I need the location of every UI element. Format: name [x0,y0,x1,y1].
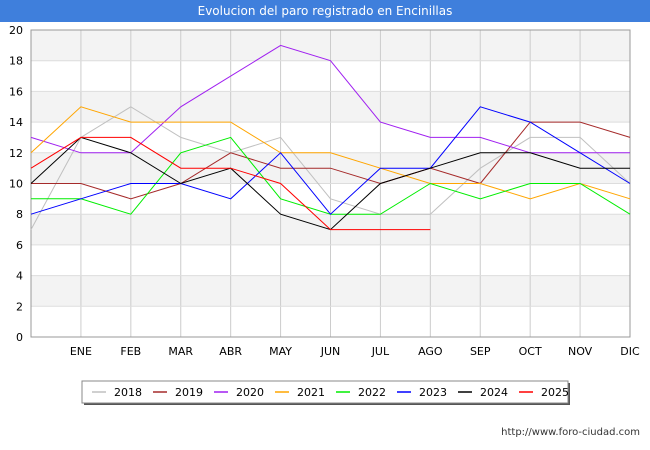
y-tick-label: 12 [9,147,23,160]
x-tick-label: AGO [418,345,443,358]
y-tick-label: 18 [9,55,23,68]
x-tick-label: SEP [470,345,491,358]
y-tick-label: 16 [9,85,23,98]
x-tick-label: MAY [269,345,292,358]
x-tick-label: ABR [219,345,242,358]
y-tick-label: 4 [16,270,23,283]
x-tick-label: JUL [371,345,390,358]
legend-box [81,380,569,404]
series-line-2018 [30,106,631,230]
source-url: http://www.foro-ciudad.com [501,427,640,438]
y-axis-tick-labels: 0 2 4 6 8 10 12 14 16 18 20 [9,24,23,344]
legend-label: 2020 [236,386,264,399]
x-tick-label: MAR [168,345,193,358]
series-line-2025 [30,136,431,231]
chart-title: Evolucion del paro registrado en Encinil… [0,0,650,22]
series-line-2023 [30,106,631,215]
y-tick-label: 2 [16,300,23,313]
x-tick-label: FEB [120,345,141,358]
series-lines [30,44,631,231]
y-tick-label: 8 [16,208,23,221]
x-tick-label: DIC [620,345,640,358]
legend-label: 2025 [541,386,569,399]
y-tick-label: 20 [9,24,23,37]
y-tick-label: 0 [16,331,23,344]
legend-label: 2019 [175,386,203,399]
y-tick-label: 6 [16,239,23,252]
series-line-2021 [30,106,631,200]
legend-label: 2021 [297,386,325,399]
y-tick-label: 14 [9,116,23,129]
x-axis-tick-labels: ENE FEB MAR ABR MAY JUN JUL AGO SEP OCT NOV DIC [70,345,640,358]
x-tick-label: JUN [320,345,341,358]
legend-label: 2023 [419,386,447,399]
legend-label: 2024 [480,386,508,399]
x-tick-label: NOV [568,345,593,358]
legend-label: 2022 [358,386,386,399]
legend: 2018 2019 2020 2021 2022 2023 2024 2025 [81,380,570,405]
y-tick-label: 10 [9,178,23,191]
x-tick-label: OCT [519,345,542,358]
legend-label: 2018 [114,386,142,399]
x-tick-label: ENE [70,345,92,358]
